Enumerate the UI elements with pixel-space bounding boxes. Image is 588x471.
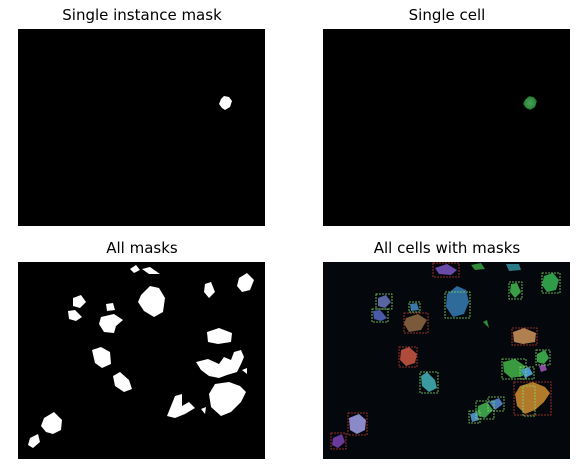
panel-title-single-instance-mask: Single instance mask: [62, 6, 222, 24]
all-masks-image: [18, 262, 265, 459]
bounding-boxes: [330, 262, 561, 450]
instance-mask-blob: [219, 96, 232, 110]
single-cell-image: [323, 29, 570, 226]
single-instance-mask-image: [18, 29, 265, 226]
cell-blobs: [332, 263, 559, 448]
all-cells-with-masks-image: [323, 262, 570, 459]
panel-title-all-cells-with-masks: All cells with masks: [373, 239, 521, 257]
panel-title-all-masks: All masks: [106, 239, 178, 257]
single-cell-blob: [523, 96, 537, 110]
mask-blobs: [28, 265, 254, 448]
panel-title-single-cell: Single cell: [408, 6, 486, 24]
